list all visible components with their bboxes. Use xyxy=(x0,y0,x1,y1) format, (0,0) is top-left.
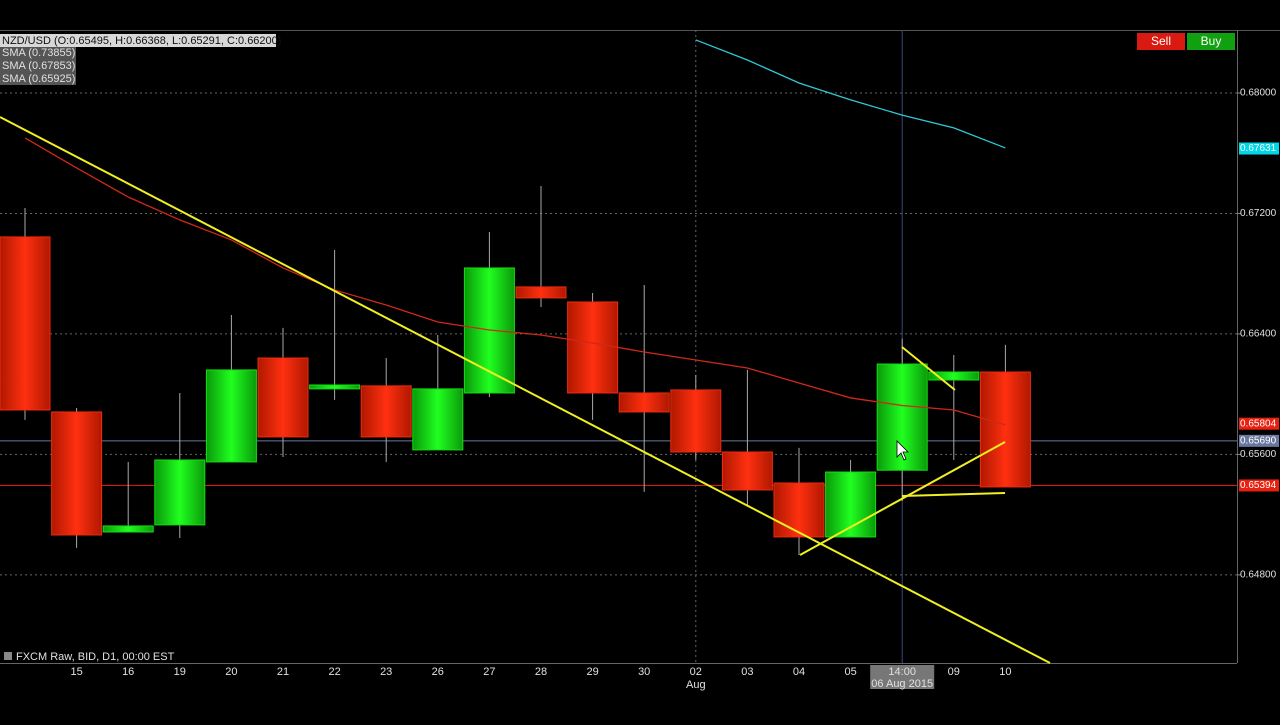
candle-body xyxy=(51,411,103,536)
sell-label[interactable]: Sell xyxy=(1151,34,1171,48)
legend-bg xyxy=(0,47,76,85)
x-tick-label: 09 xyxy=(948,666,960,678)
trend-line xyxy=(0,116,1051,664)
candle-body xyxy=(102,525,154,533)
x-tick-label: 27 xyxy=(483,666,495,678)
candle-body xyxy=(773,482,825,538)
candle-body xyxy=(257,357,309,438)
lock-icon xyxy=(4,652,12,660)
candle-body xyxy=(670,389,722,453)
x-tick-label: 29 xyxy=(586,666,598,678)
x-tick-label: 10 xyxy=(999,666,1011,678)
x-tick-label: 21 xyxy=(277,666,289,678)
x-tick-label: 20 xyxy=(225,666,237,678)
x-tick-label: 30 xyxy=(638,666,650,678)
x-tick-label: 16 xyxy=(122,666,134,678)
crosshair-label-bg xyxy=(870,665,935,689)
mouse-cursor xyxy=(896,440,909,461)
sma-line xyxy=(695,39,1006,149)
candle-body xyxy=(618,392,670,413)
crosshair-time: 14:00 xyxy=(888,666,916,678)
x-tick-label: 22 xyxy=(328,666,340,678)
x-tick-label: 04 xyxy=(793,666,805,678)
price-marker xyxy=(1239,479,1279,492)
price-marker xyxy=(1239,417,1279,430)
candle-body xyxy=(979,371,1031,488)
legend-entry: SMA (0.73855) xyxy=(2,47,75,59)
price-marker-label: 0.65804 xyxy=(1240,418,1277,429)
legend-bg xyxy=(0,34,276,47)
candle-body xyxy=(360,385,412,438)
plot xyxy=(0,39,1031,556)
trend-line xyxy=(799,441,1006,556)
x-tick-label: 02 xyxy=(690,666,702,678)
month-label: Aug xyxy=(686,679,706,691)
x-tick-label: 23 xyxy=(380,666,392,678)
candle-body xyxy=(567,301,619,394)
candle-body xyxy=(309,384,361,390)
x-tick-label: 05 xyxy=(844,666,856,678)
legend-entry: SMA (0.65925) xyxy=(2,73,75,85)
x-tick-label: 19 xyxy=(174,666,186,678)
price-marker xyxy=(1239,434,1279,447)
price-marker xyxy=(1239,142,1279,155)
y-tick-label: 0.66400 xyxy=(1240,329,1277,340)
buy-label[interactable]: Buy xyxy=(1201,34,1222,48)
candle-body xyxy=(412,388,464,451)
chart-title: NZD/USD (O:0.65495, H:0.66368, L:0.65291… xyxy=(2,35,281,47)
x-tick-label: 15 xyxy=(70,666,82,678)
candle-body xyxy=(721,451,773,491)
price-marker-label: 0.65394 xyxy=(1240,480,1277,491)
legend: NZD/USD (O:0.65495, H:0.66368, L:0.65291… xyxy=(0,34,281,85)
buy-button[interactable] xyxy=(1187,33,1235,50)
y-tick-label: 0.64800 xyxy=(1240,570,1277,581)
trend-line xyxy=(901,346,956,391)
price-marker-label: 0.65690 xyxy=(1240,435,1277,446)
trade-buttons: Sell Buy xyxy=(1137,33,1235,50)
legend-entry: SMA (0.67853) xyxy=(2,60,75,72)
y-tick-label: 0.67200 xyxy=(1240,208,1277,219)
overlay: 0.64800 0.65600 0.66400 0.67200 0.68000 Aug 15… xyxy=(70,88,1279,691)
footer: FXCM Raw, BID, D1, 00:00 EST xyxy=(16,651,175,663)
y-tick-label: 0.65600 xyxy=(1240,449,1277,460)
x-tick-label: 03 xyxy=(741,666,753,678)
candle-body xyxy=(154,459,206,526)
trend-line xyxy=(901,492,1006,497)
price-marker-label: 0.67631 xyxy=(1240,143,1277,154)
x-tick-label: 28 xyxy=(535,666,547,678)
x-tick-label: 26 xyxy=(432,666,444,678)
crosshair-date: 06 Aug 2015 xyxy=(871,678,933,690)
y-tick-label: 0.68000 xyxy=(1240,88,1277,99)
sell-button[interactable] xyxy=(1137,33,1185,50)
candle-body xyxy=(928,371,980,381)
sma-line xyxy=(24,137,1006,426)
candle-body xyxy=(0,236,51,411)
trend-lines xyxy=(0,116,1051,664)
candle-body xyxy=(515,286,567,299)
candle-body xyxy=(205,369,257,463)
